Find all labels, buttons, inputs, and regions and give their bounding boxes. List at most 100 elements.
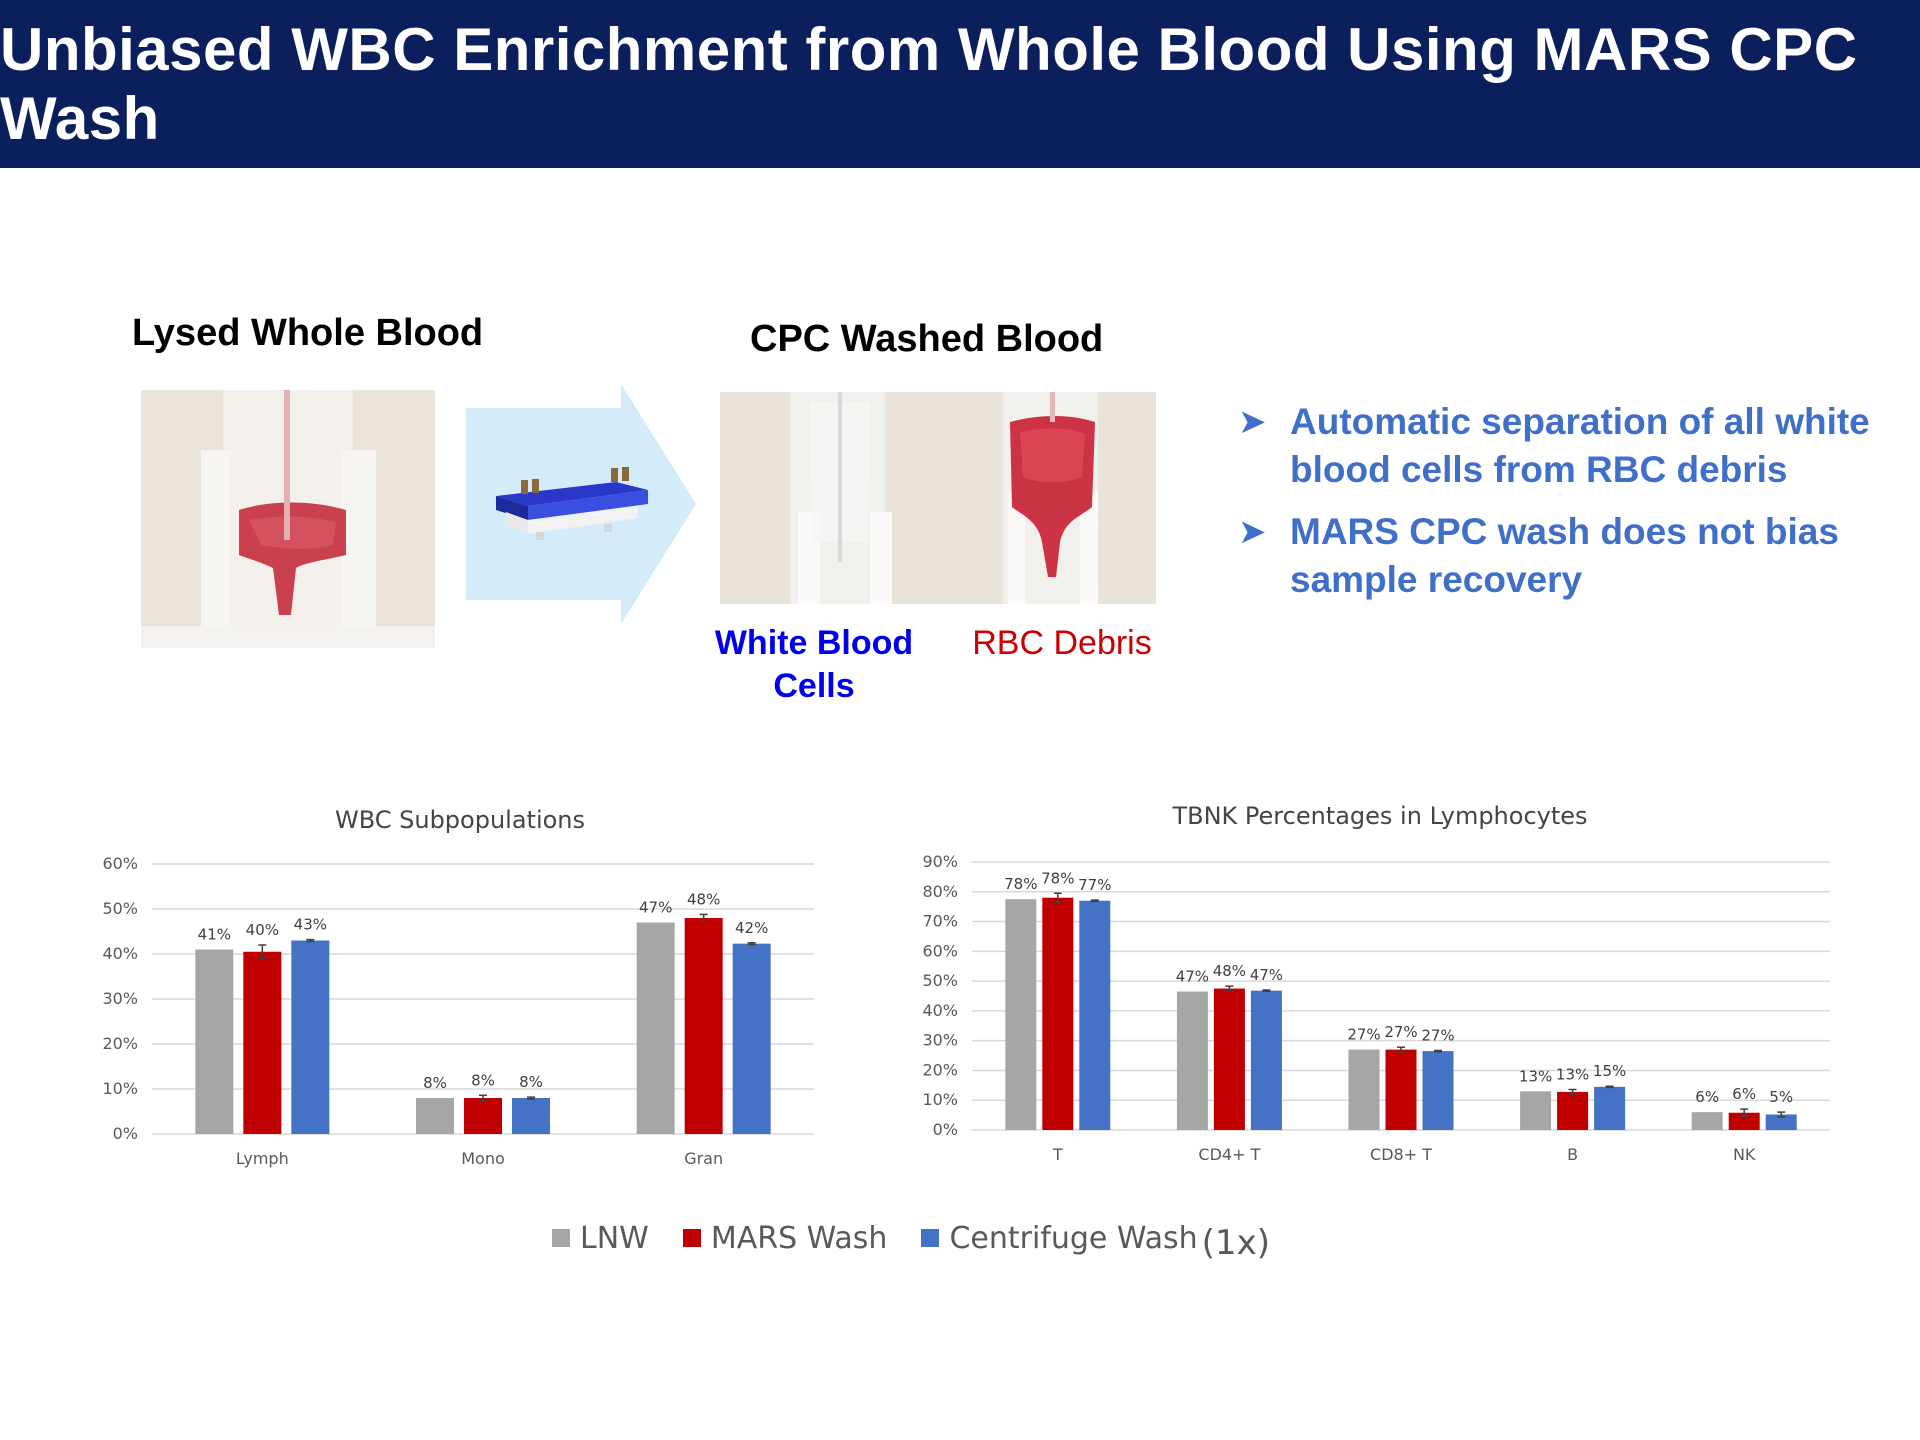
legend-label: MARS Wash [710,1220,888,1256]
data-label: 8% [423,1074,447,1092]
bar [1520,1091,1552,1130]
chart-legend: LNW MARS Wash Centrifuge Wash (1x) [552,1218,1304,1263]
y-tick-label: 0% [113,1124,138,1143]
bullet-text: MARS CPC wash does not bias sample recov… [1290,511,1839,600]
chart-title: WBC Subpopulations [334,806,586,834]
y-tick-label: 30% [102,989,138,1008]
data-label: 47% [639,899,672,917]
tbnk-chart-svg: 0%10%20%30%40%50%60%70%80%90%78% 78% 77%T4… [922,852,1830,1164]
bar [243,951,282,1134]
data-label: 27% [1384,1023,1417,1041]
y-tick-label: 40% [922,1001,958,1020]
bar [512,1098,550,1134]
bar [636,922,675,1134]
bar [1594,1086,1626,1130]
bar [1348,1049,1380,1130]
x-tick-label: Mono [461,1149,505,1168]
process-arrow-graphic [466,384,696,624]
data-label: 47% [1250,966,1283,984]
rbc-caption: RBC Debris [972,624,1152,662]
y-tick-label: 50% [922,971,958,990]
arrow-bullet-icon: ➤ [1238,403,1267,441]
tbnk-percentages-chart: TBNK Percentages in Lymphocytes 0% 10% 20%… [920,796,1840,1176]
data-label: 27% [1421,1026,1454,1044]
x-tick-label: Gran [684,1149,723,1168]
x-tick-label: T [1052,1145,1063,1164]
y-tick-label: 60% [922,941,958,960]
bar [291,940,330,1134]
legend-item-lnw: LNW [552,1221,649,1256]
data-label: 78% [1041,869,1074,887]
data-label: 43% [294,916,327,934]
bar [1385,1049,1417,1130]
bar [1005,899,1037,1130]
bullet-item: ➤ Automatic separation of all white bloo… [1238,398,1878,494]
legend-swatch [682,1229,701,1247]
bar [1176,991,1208,1130]
bullet-item: ➤ MARS CPC wash does not bias sample rec… [1238,508,1878,604]
y-tick-label: 70% [922,912,958,931]
data-label: 77% [1078,876,1111,894]
bar [195,949,234,1134]
y-tick-label: 20% [922,1060,958,1079]
legend-swatch [921,1229,940,1247]
bar [1422,1051,1454,1130]
y-tick-label: 90% [922,852,958,871]
bar [1691,1112,1723,1130]
x-tick-label: Lymph [236,1149,289,1168]
y-tick-label: 80% [922,882,958,901]
arrow-bullet-icon: ➤ [1238,513,1267,551]
bullet-text: Automatic separation of all white blood … [1290,401,1870,490]
data-label: 42% [735,919,768,937]
lysed-blood-title: Lysed Whole Blood [132,312,484,354]
wbc-caption: White Blood Cells [714,624,914,705]
bar [1250,990,1282,1130]
bullet-list: ➤ Automatic separation of all white bloo… [1238,398,1878,618]
legend-label: Centrifuge Wash [949,1220,1198,1256]
data-label: 13% [1519,1067,1552,1085]
y-tick-label: 60% [102,854,138,873]
legend-label: LNW [580,1220,649,1256]
data-label: 15% [1593,1062,1626,1080]
data-label: 78% [1004,875,1037,893]
data-label: 6% [1732,1085,1756,1103]
data-label: 8% [519,1073,543,1091]
data-label: 6% [1695,1088,1719,1106]
cpc-device-icon [496,467,648,540]
legend-item-centrifuge: Centrifuge Wash (1x) [921,1218,1270,1263]
data-label: 40% [246,921,279,939]
bar [1728,1112,1760,1130]
legend-label-suffix: (1x) [1201,1223,1270,1263]
bar [1079,900,1111,1130]
bar [1557,1091,1589,1130]
data-label: 27% [1347,1026,1380,1044]
y-tick-label: 20% [102,1034,138,1053]
slide-header: Unbiased WBC Enrichment from Whole Blood… [0,0,1920,168]
slide-title: Unbiased WBC Enrichment from Whole Blood… [0,16,1858,152]
bar [1765,1114,1797,1130]
bar [684,918,723,1134]
bar [416,1098,454,1134]
bar [1213,988,1245,1130]
x-tick-label: B [1567,1145,1578,1164]
y-tick-label: 30% [922,1031,958,1050]
lysed-blood-photo [141,390,435,648]
data-label: 47% [1176,968,1209,986]
wbc-chart-svg: 0% 10% 20% 30% 40% 50% 60% 41% 40% 43% Lymph 8% 8% 8%… [102,854,814,1168]
data-label: 41% [198,926,231,944]
washed-blood-photo [720,392,1156,604]
y-tick-label: 0% [933,1120,958,1139]
x-tick-label: CD8+ T [1370,1145,1432,1164]
y-tick-label: 10% [922,1090,958,1109]
bar [464,1098,502,1134]
data-label: 48% [1213,962,1246,980]
bar [732,943,771,1134]
y-tick-label: 10% [102,1079,138,1098]
legend-swatch [552,1229,570,1247]
chart-title: TBNK Percentages in Lymphocytes [1172,802,1588,830]
data-label: 13% [1556,1066,1589,1084]
data-label: 48% [687,890,720,908]
y-tick-label: 50% [102,899,138,918]
y-tick-label: 40% [102,944,138,963]
washed-blood-title: CPC Washed Blood [750,318,1104,360]
